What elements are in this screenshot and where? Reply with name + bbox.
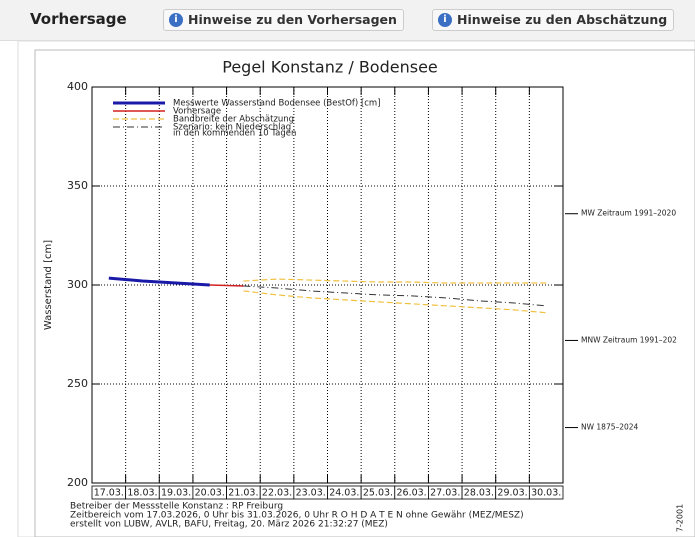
legend-label: Szenario: kein Niederschlag [173, 123, 291, 133]
legend-label: Bandbreite der Abschätzung [173, 115, 294, 125]
x-tick-label: 24.03. [329, 488, 359, 499]
x-tick-label: 17.03. [94, 488, 124, 499]
reference-label: NW 1875–2024 [581, 423, 639, 432]
footer: erstellt von LUBW, AVLR, BAFU, Freitag, … [70, 520, 388, 530]
x-tick-label: 29.03. [497, 488, 527, 499]
x-tick-label: 21.03. [228, 488, 258, 499]
info-icon: i [169, 13, 183, 27]
series-line [209, 284, 244, 287]
x-tick-label: 20.03. [195, 488, 225, 499]
x-tick-label: 28.03. [464, 488, 494, 499]
y-tick-label: 250 [67, 377, 88, 390]
legend-label: Vorhersage [173, 107, 221, 117]
side-note: 7-2001 [676, 504, 685, 532]
header: Vorhersage i Hinweise zu den Vorhersagen … [0, 0, 695, 41]
x-tick-label: 19.03. [161, 488, 191, 499]
button-label: Hinweise zu den Vorhersagen [188, 12, 397, 27]
info-button[interactable]: i Hinweise zu den Vorhersagen [163, 9, 404, 31]
x-tick-label: 25.03. [363, 488, 393, 499]
chart-frame [34, 49, 695, 537]
x-tick-label: 27.03. [430, 488, 460, 499]
y-tick-label: 350 [67, 179, 88, 192]
y-tick-label: 300 [67, 278, 88, 291]
y-tick-label: 400 [67, 80, 88, 93]
y-tick-label: 200 [67, 476, 88, 489]
y-axis-label: Wasserstand [cm] [43, 240, 54, 330]
chart-title: Pegel Konstanz / Bodensee [222, 58, 438, 77]
x-tick-label: 18.03. [127, 488, 157, 499]
footer: Zeitbereich vom 17.03.2026, 0 Uhr bis 31… [70, 511, 524, 521]
legend-label: in den kommenden 10 Tagen [173, 129, 296, 139]
x-tick-label: 26.03. [396, 488, 426, 499]
footer: Betreiber der Messstelle Konstanz : RP F… [70, 502, 283, 512]
info-button[interactable]: i Hinweise zu den Abschätzung [432, 9, 675, 31]
series-line [108, 276, 210, 287]
reference-label: MW Zeitraum 1991–2020 [581, 209, 676, 218]
button-label: Hinweise zu den Abschätzung [457, 12, 668, 27]
legend-label: Messwerte Wasserstand Bodensee (BestOf) … [173, 99, 381, 109]
series-line [243, 285, 547, 307]
tab-title[interactable]: Vorhersage [30, 10, 127, 28]
band-upper [243, 278, 547, 284]
x-tick-label: 30.03. [531, 488, 561, 499]
x-tick-label: 22.03. [262, 488, 292, 499]
band-lower [243, 290, 547, 314]
info-icon: i [438, 13, 452, 27]
reference-label: MNW Zeitraum 1991–202 [581, 335, 677, 344]
x-label-box [528, 485, 564, 500]
x-tick-label: 23.03. [296, 488, 326, 499]
